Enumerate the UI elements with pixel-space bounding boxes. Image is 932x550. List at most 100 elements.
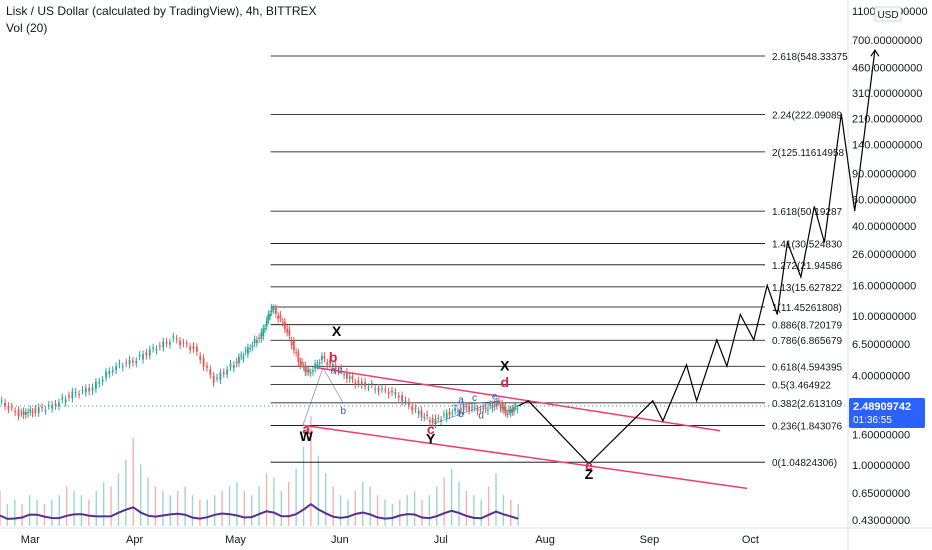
candle-body bbox=[202, 357, 205, 367]
fib-level-label: 0(1.04824306) bbox=[772, 458, 837, 469]
candle-body bbox=[516, 408, 519, 410]
candle-body bbox=[199, 355, 202, 360]
candle-body bbox=[306, 370, 308, 372]
candle-body bbox=[41, 407, 43, 409]
wave-label: Z bbox=[585, 466, 594, 482]
candle-body bbox=[506, 413, 509, 415]
wave-label: X bbox=[500, 358, 510, 374]
candle-body bbox=[321, 356, 323, 360]
candle-body bbox=[111, 370, 114, 372]
volume-indicator-label[interactable]: Vol (20) bbox=[6, 21, 48, 35]
candle-body bbox=[307, 369, 310, 372]
candle-body bbox=[98, 381, 101, 384]
candle-body bbox=[345, 371, 348, 379]
candle-body bbox=[420, 410, 423, 418]
current-price-badge bbox=[849, 398, 925, 429]
candle-body bbox=[22, 411, 25, 416]
candle-body bbox=[329, 360, 331, 365]
candle-body bbox=[337, 369, 340, 372]
y-axis-tick-label: 10.00000000 bbox=[852, 311, 916, 323]
candle-body bbox=[47, 404, 50, 406]
wave-label: d bbox=[500, 374, 509, 390]
candle-body bbox=[397, 395, 400, 398]
candle-body bbox=[304, 365, 307, 373]
x-axis-tick-label: Jun bbox=[331, 534, 349, 546]
wave-label: e bbox=[492, 392, 498, 403]
candle-body bbox=[165, 341, 168, 344]
candle-body bbox=[351, 375, 354, 380]
currency-badge bbox=[874, 6, 902, 22]
candle-body bbox=[246, 347, 249, 355]
candle-body bbox=[74, 391, 77, 394]
candle-body bbox=[105, 372, 107, 378]
candle-body bbox=[513, 407, 515, 412]
currency-badge-text: USD bbox=[877, 10, 898, 21]
candle-body bbox=[501, 403, 504, 409]
candle-body bbox=[17, 410, 20, 417]
candle-body bbox=[297, 352, 300, 362]
candle-body bbox=[489, 404, 492, 406]
chart-title: Lisk / US Dollar (calculated by TradingV… bbox=[6, 4, 317, 18]
sub-wave-line bbox=[302, 367, 324, 426]
candle-body bbox=[34, 408, 37, 413]
candle-body bbox=[95, 381, 97, 389]
candle-body bbox=[445, 412, 448, 419]
candle-body bbox=[162, 341, 165, 348]
y-axis-tick-label: 310.00000000 bbox=[852, 88, 922, 100]
candle-body bbox=[212, 375, 215, 383]
fib-level-label: 2.24(222.09089 bbox=[772, 111, 843, 122]
candle-body bbox=[479, 409, 482, 411]
candle-body bbox=[37, 407, 40, 413]
candle-body bbox=[484, 407, 487, 410]
candle-body bbox=[367, 387, 370, 389]
candle-body bbox=[312, 370, 314, 372]
y-axis-tick-label: 0.65000000 bbox=[852, 488, 910, 500]
candle-body bbox=[158, 345, 161, 347]
candle-body bbox=[270, 307, 273, 313]
x-axis-tick-label: Oct bbox=[742, 534, 759, 546]
candle-body bbox=[192, 345, 195, 349]
candle-body bbox=[384, 389, 387, 391]
candle-body bbox=[235, 361, 238, 364]
y-axis-tick-label: 26.00000000 bbox=[852, 249, 916, 261]
candle-body bbox=[219, 372, 222, 381]
candle-body bbox=[251, 345, 254, 348]
candle-body bbox=[182, 342, 185, 344]
candle-body bbox=[240, 355, 243, 357]
candle-body bbox=[340, 368, 343, 371]
y-axis-tick-label: 0.43000000 bbox=[852, 515, 910, 527]
candle-body bbox=[504, 406, 507, 413]
x-axis-tick-label: Jul bbox=[434, 534, 448, 546]
candle-body bbox=[91, 387, 94, 391]
candle-body bbox=[31, 411, 34, 414]
candle-body bbox=[448, 411, 451, 416]
candle-body bbox=[71, 391, 74, 399]
candle-body bbox=[476, 408, 479, 412]
candle-body bbox=[377, 387, 380, 392]
y-axis-tick-label: 1.00000000 bbox=[852, 460, 910, 472]
candle-body bbox=[169, 342, 171, 345]
candle-body bbox=[331, 364, 334, 366]
candle-body bbox=[253, 339, 256, 344]
candle-body bbox=[499, 407, 502, 409]
candle-body bbox=[348, 376, 351, 379]
candle-body bbox=[451, 412, 454, 414]
candle-body bbox=[132, 360, 134, 363]
wave-label: a bbox=[458, 395, 464, 406]
y-axis-tick-label: 16.00000000 bbox=[852, 280, 916, 292]
candle-body bbox=[514, 405, 517, 407]
candle-body bbox=[434, 418, 437, 425]
y-axis-tick-label: 60.00000000 bbox=[852, 195, 916, 207]
fib-level-label: 1.13(15.627822 bbox=[772, 283, 843, 294]
candle-body bbox=[88, 387, 91, 392]
candle-body bbox=[29, 409, 32, 412]
wave-label: Y bbox=[426, 430, 436, 446]
fib-level-label: 1.272(21.94586 bbox=[772, 261, 843, 272]
candle-body bbox=[142, 354, 144, 360]
candle-body bbox=[295, 351, 298, 353]
candle-body bbox=[394, 391, 397, 395]
candle-body bbox=[20, 412, 23, 414]
candle-body bbox=[387, 391, 390, 395]
candle-body bbox=[326, 362, 329, 365]
